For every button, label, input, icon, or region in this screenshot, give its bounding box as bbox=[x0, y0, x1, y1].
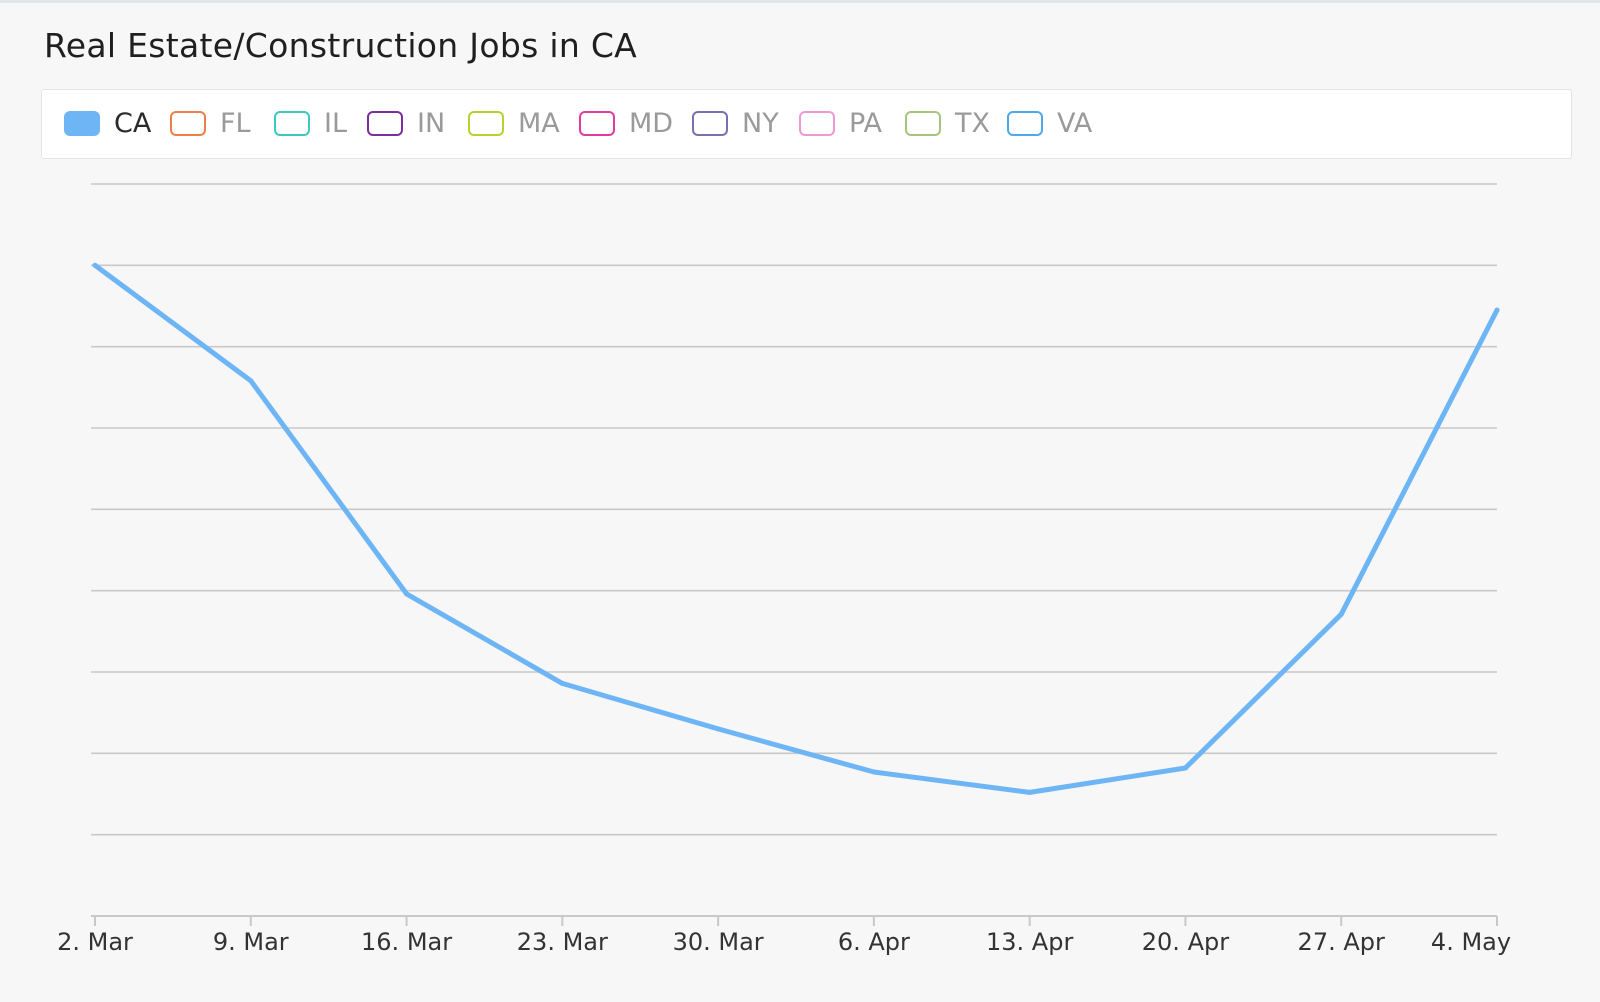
legend-swatch bbox=[170, 111, 206, 136]
data-point[interactable] bbox=[559, 680, 565, 686]
legend-label: NY bbox=[742, 108, 779, 139]
x-tick-label: 30. Mar bbox=[673, 928, 764, 956]
x-tick-label: 20. Apr bbox=[1142, 928, 1229, 956]
grid-lines bbox=[91, 183, 1497, 836]
legend-swatch bbox=[367, 111, 403, 136]
legend-label: IN bbox=[417, 108, 446, 139]
legend-item-ca[interactable]: CA bbox=[64, 90, 151, 157]
legend-item-fl[interactable]: FL bbox=[170, 90, 251, 157]
legend-swatch bbox=[692, 111, 728, 136]
series-layer bbox=[92, 262, 1500, 795]
data-point[interactable] bbox=[92, 262, 98, 268]
x-tick-label: 9. Mar bbox=[213, 928, 289, 956]
data-point[interactable] bbox=[404, 591, 410, 597]
legend-label: TX bbox=[955, 108, 990, 139]
data-point[interactable] bbox=[1338, 611, 1344, 617]
legend-swatch bbox=[274, 111, 310, 136]
legend-label: VA bbox=[1057, 108, 1093, 139]
top-rule bbox=[0, 0, 1600, 3]
x-axis: 2. Mar 9. Mar 16. Mar 23. Mar 30. Mar 6. Apr 1… bbox=[57, 915, 1511, 956]
legend-label: PA bbox=[849, 108, 883, 139]
data-point[interactable] bbox=[1027, 789, 1033, 795]
data-point[interactable] bbox=[1494, 307, 1500, 313]
legend-swatch bbox=[799, 111, 835, 136]
x-tick-label: 27. Apr bbox=[1298, 928, 1385, 956]
x-tick-label: 2. Mar bbox=[57, 928, 133, 956]
legend-label: IL bbox=[324, 108, 348, 139]
legend-item-tx[interactable]: TX bbox=[905, 90, 990, 157]
legend-item-md[interactable]: MD bbox=[579, 90, 673, 157]
legend-item-il[interactable]: IL bbox=[274, 90, 347, 157]
legend: CA FL IL IN MA MD NY PA TX VA bbox=[41, 89, 1572, 159]
legend-item-ny[interactable]: NY bbox=[692, 90, 779, 157]
legend-item-ma[interactable]: MA bbox=[468, 90, 560, 157]
data-point[interactable] bbox=[871, 769, 877, 775]
x-tick-label: 13. Apr bbox=[986, 928, 1073, 956]
legend-label: FL bbox=[220, 108, 251, 139]
x-tick-label: 16. Mar bbox=[361, 928, 452, 956]
legend-item-in[interactable]: IN bbox=[367, 90, 445, 157]
x-tick-label: 6. Apr bbox=[838, 928, 910, 956]
data-point[interactable] bbox=[248, 378, 254, 384]
legend-label: MA bbox=[518, 108, 560, 139]
legend-swatch bbox=[468, 111, 504, 136]
data-point[interactable] bbox=[715, 726, 721, 732]
chart-title: Real Estate/Construction Jobs in CA bbox=[44, 26, 638, 65]
data-point[interactable] bbox=[1182, 765, 1188, 771]
legend-swatch bbox=[64, 111, 100, 136]
legend-label: CA bbox=[114, 108, 152, 139]
x-tick-label: 23. Mar bbox=[517, 928, 608, 956]
series-line-ca[interactable] bbox=[92, 262, 1500, 795]
x-tick-label: 4. May bbox=[1431, 928, 1511, 956]
legend-swatch bbox=[1007, 111, 1043, 136]
legend-swatch bbox=[905, 111, 941, 136]
legend-item-pa[interactable]: PA bbox=[799, 90, 882, 157]
legend-label: MD bbox=[629, 108, 674, 139]
legend-swatch bbox=[579, 111, 615, 136]
legend-item-va[interactable]: VA bbox=[1007, 90, 1092, 157]
